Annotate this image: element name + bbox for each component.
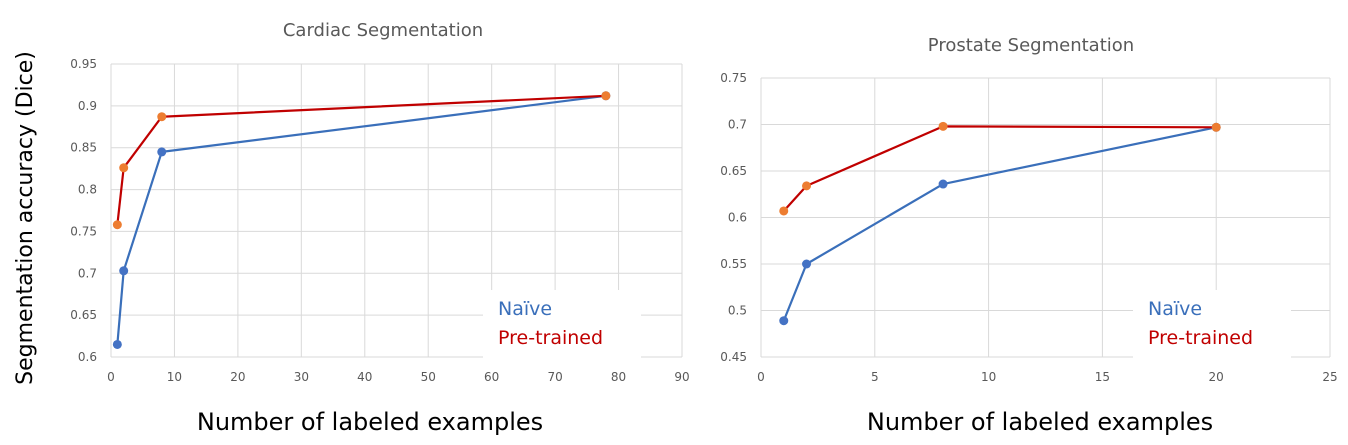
series-line-naive xyxy=(782,126,1217,322)
y-axis-label: Segmentation accuracy (Dice) xyxy=(13,51,38,385)
x-tick-label: 10 xyxy=(167,370,182,384)
series-line-pretrained xyxy=(116,94,606,225)
x-tick-label: 40 xyxy=(357,370,372,384)
data-point-naive xyxy=(802,259,812,269)
legend-box xyxy=(1133,290,1291,358)
y-tick-label: 0.95 xyxy=(70,57,97,71)
data-point-pretrained xyxy=(779,206,789,216)
data-point-naive xyxy=(112,339,122,349)
data-point-pretrained xyxy=(1211,122,1221,132)
data-point-pretrained xyxy=(157,112,167,122)
y-tick-label: 0.85 xyxy=(70,141,97,155)
x-axis-label: Number of labeled examples xyxy=(197,408,543,436)
legend-box xyxy=(483,290,641,358)
data-point-naive xyxy=(938,179,948,189)
y-tick-label: 0.65 xyxy=(720,164,747,178)
y-tick-label: 0.8 xyxy=(78,183,97,197)
x-tick-label: 30 xyxy=(294,370,309,384)
x-axis-label: Number of labeled examples xyxy=(867,408,1213,436)
y-tick-label: 0.7 xyxy=(78,266,97,280)
chart-title: Cardiac Segmentation xyxy=(283,20,483,41)
y-tick-label: 0.6 xyxy=(728,211,747,225)
data-point-pretrained xyxy=(938,121,948,131)
legend-entry: Pre-trained xyxy=(498,327,603,349)
legend-entry: Pre-trained xyxy=(1148,327,1253,349)
data-point-pretrained xyxy=(112,220,122,230)
y-tick-label: 0.7 xyxy=(728,118,747,132)
data-point-pretrained xyxy=(601,91,611,101)
x-tick-label: 90 xyxy=(674,370,689,384)
series-line-pretrained xyxy=(782,125,1217,212)
y-tick-label: 0.55 xyxy=(720,257,747,271)
data-point-pretrained xyxy=(119,163,129,173)
x-tick-label: 25 xyxy=(1322,370,1337,384)
x-tick-label: 80 xyxy=(611,370,626,384)
x-tick-label: 20 xyxy=(1209,370,1224,384)
x-tick-label: 0 xyxy=(757,370,765,384)
y-tick-label: 0.45 xyxy=(720,350,747,364)
x-tick-label: 60 xyxy=(484,370,499,384)
x-tick-label: 0 xyxy=(107,370,115,384)
x-tick-label: 50 xyxy=(421,370,436,384)
x-tick-label: 20 xyxy=(230,370,245,384)
y-tick-label: 0.65 xyxy=(70,308,97,322)
legend-entry: Naïve xyxy=(498,298,552,320)
data-point-naive xyxy=(157,147,167,157)
y-tick-label: 0.5 xyxy=(728,304,747,318)
data-point-naive xyxy=(119,266,129,276)
y-tick-label: 0.9 xyxy=(78,99,97,113)
chart-cardiac: Cardiac Segmentation Number of labeled e… xyxy=(70,20,689,436)
x-tick-label: 10 xyxy=(981,370,996,384)
y-tick-label: 0.75 xyxy=(70,224,97,238)
chart-title: Prostate Segmentation xyxy=(928,35,1134,56)
x-tick-label: 15 xyxy=(1095,370,1110,384)
series-line-naive xyxy=(116,94,607,345)
y-tick-label: 0.6 xyxy=(78,350,97,364)
data-point-pretrained xyxy=(802,181,812,191)
legend-entry: Naïve xyxy=(1148,298,1202,320)
chart-prostate: Prostate Segmentation Number of labeled … xyxy=(720,35,1337,436)
data-point-naive xyxy=(779,316,789,326)
y-tick-label: 0.75 xyxy=(720,71,747,85)
x-tick-label: 70 xyxy=(547,370,562,384)
x-tick-label: 5 xyxy=(871,370,879,384)
